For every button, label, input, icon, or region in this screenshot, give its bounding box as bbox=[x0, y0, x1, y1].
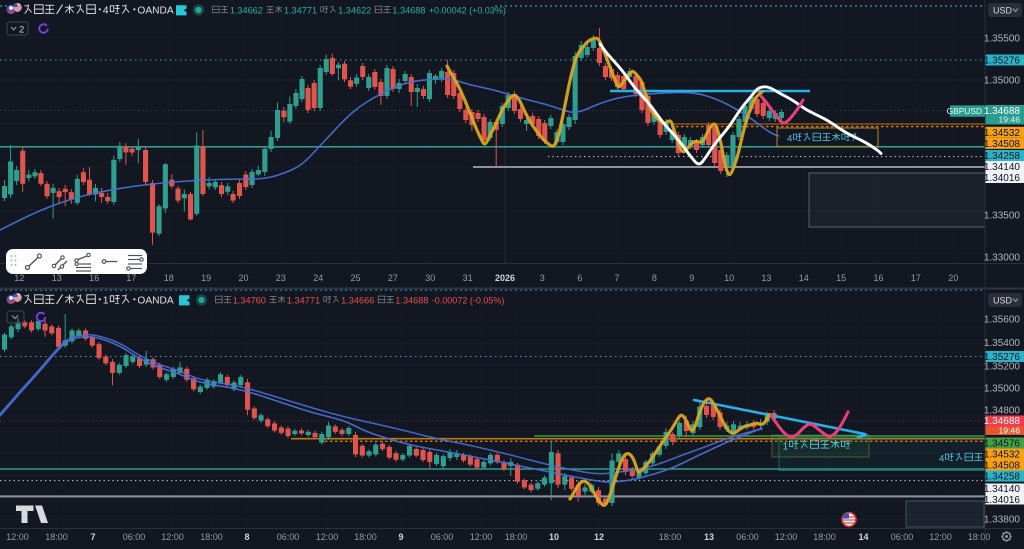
svg-text:1: 1 bbox=[103, 295, 109, 307]
svg-text:27: 27 bbox=[388, 273, 398, 283]
svg-text:18: 18 bbox=[164, 273, 174, 283]
svg-text:12: 12 bbox=[594, 532, 604, 542]
svg-text:1.34508: 1.34508 bbox=[984, 139, 1021, 150]
svg-text:16: 16 bbox=[873, 273, 883, 283]
svg-text:USD: USD bbox=[993, 296, 1013, 306]
svg-text:06:00: 06:00 bbox=[736, 532, 759, 542]
svg-text:14: 14 bbox=[858, 532, 868, 542]
svg-text:1.34140: 1.34140 bbox=[984, 484, 1021, 495]
svg-text:06:00: 06:00 bbox=[123, 532, 146, 542]
svg-text:1.34532: 1.34532 bbox=[984, 128, 1021, 139]
svg-text:10: 10 bbox=[724, 273, 734, 283]
svg-text:31: 31 bbox=[463, 273, 473, 283]
svg-text:1: 1 bbox=[783, 441, 789, 452]
svg-text:18:00: 18:00 bbox=[813, 532, 836, 542]
svg-text:14: 14 bbox=[799, 273, 809, 283]
svg-text:19: 19 bbox=[201, 273, 211, 283]
svg-text:15: 15 bbox=[836, 273, 846, 283]
svg-text:+0.00042 (+0.03%): +0.00042 (+0.03%) bbox=[429, 5, 506, 15]
svg-text:18:00: 18:00 bbox=[505, 532, 528, 542]
svg-text:OANDA: OANDA bbox=[137, 6, 173, 17]
svg-text:18:00: 18:00 bbox=[968, 532, 991, 542]
svg-text:7: 7 bbox=[614, 273, 619, 283]
svg-text:1.34508: 1.34508 bbox=[984, 461, 1021, 472]
svg-text:1.34688: 1.34688 bbox=[392, 5, 425, 15]
svg-text:19:46: 19:46 bbox=[998, 425, 1020, 435]
svg-text:-0.00072 (-0.05%): -0.00072 (-0.05%) bbox=[432, 295, 505, 305]
svg-text:18:00: 18:00 bbox=[354, 532, 377, 542]
svg-text:1.35276: 1.35276 bbox=[984, 352, 1021, 363]
svg-text:6: 6 bbox=[577, 273, 582, 283]
svg-text:30: 30 bbox=[425, 273, 435, 283]
svg-text:19:46: 19:46 bbox=[998, 115, 1020, 125]
svg-text:18:00: 18:00 bbox=[45, 532, 68, 542]
svg-text:12:00: 12:00 bbox=[316, 532, 339, 542]
svg-text:17: 17 bbox=[911, 273, 921, 283]
svg-text:1.35000: 1.35000 bbox=[984, 76, 1021, 87]
svg-text:06:00: 06:00 bbox=[431, 532, 454, 542]
svg-text:12:00: 12:00 bbox=[161, 532, 184, 542]
svg-text:13: 13 bbox=[761, 273, 771, 283]
svg-text:1.35500: 1.35500 bbox=[984, 34, 1021, 45]
svg-text:1.34622: 1.34622 bbox=[338, 5, 371, 15]
svg-text:1.35600: 1.35600 bbox=[984, 315, 1021, 326]
svg-text:8: 8 bbox=[244, 532, 249, 542]
svg-text:1.34662: 1.34662 bbox=[230, 5, 263, 15]
svg-text:20: 20 bbox=[948, 273, 958, 283]
svg-text:1.34666: 1.34666 bbox=[341, 295, 374, 305]
svg-text:1.34258: 1.34258 bbox=[984, 472, 1021, 483]
svg-text:12: 12 bbox=[14, 273, 24, 283]
svg-text:9: 9 bbox=[689, 273, 694, 283]
svg-text:OANDA: OANDA bbox=[137, 296, 173, 307]
svg-text:16: 16 bbox=[89, 273, 99, 283]
svg-text:9: 9 bbox=[398, 532, 403, 542]
svg-text:24: 24 bbox=[313, 273, 323, 283]
svg-text:1.34016: 1.34016 bbox=[984, 495, 1021, 506]
svg-text:1.33000: 1.33000 bbox=[984, 253, 1021, 264]
svg-text:18:00: 18:00 bbox=[200, 532, 223, 542]
svg-text:25: 25 bbox=[350, 273, 360, 283]
svg-text:1.35000: 1.35000 bbox=[984, 384, 1021, 395]
svg-text:1.34532: 1.34532 bbox=[984, 450, 1021, 461]
svg-text:4: 4 bbox=[787, 134, 792, 145]
svg-text:1.34771: 1.34771 bbox=[287, 295, 320, 305]
svg-text:1.35276: 1.35276 bbox=[984, 56, 1021, 67]
svg-text:2: 2 bbox=[19, 24, 24, 35]
svg-text:1.34760: 1.34760 bbox=[233, 295, 266, 305]
svg-text:17: 17 bbox=[126, 273, 136, 283]
svg-text:12:00: 12:00 bbox=[929, 532, 952, 542]
svg-text:12:00: 12:00 bbox=[6, 532, 29, 542]
svg-text:1.34576: 1.34576 bbox=[984, 439, 1021, 450]
svg-text:4: 4 bbox=[939, 454, 944, 465]
svg-text:1.35200: 1.35200 bbox=[984, 362, 1021, 373]
svg-text:2026: 2026 bbox=[495, 273, 515, 283]
svg-text:1.34800: 1.34800 bbox=[984, 406, 1021, 417]
svg-text:1.33800: 1.33800 bbox=[984, 515, 1021, 526]
svg-text:20: 20 bbox=[238, 273, 248, 283]
svg-text:8: 8 bbox=[652, 273, 657, 283]
svg-text:10: 10 bbox=[549, 532, 559, 542]
svg-text:18:00: 18:00 bbox=[659, 532, 682, 542]
svg-text:GBPUSD: GBPUSD bbox=[947, 106, 982, 116]
svg-text:1.34140: 1.34140 bbox=[984, 162, 1021, 173]
svg-text:13: 13 bbox=[704, 532, 714, 542]
svg-text:1.34258: 1.34258 bbox=[984, 151, 1021, 162]
svg-text:4: 4 bbox=[103, 5, 109, 17]
svg-text:12:00: 12:00 bbox=[775, 532, 798, 542]
svg-text:1.34016: 1.34016 bbox=[984, 173, 1021, 184]
svg-text:1.34688: 1.34688 bbox=[395, 295, 428, 305]
svg-text:06:00: 06:00 bbox=[891, 532, 914, 542]
svg-text:7: 7 bbox=[90, 532, 95, 542]
svg-text:USD: USD bbox=[993, 6, 1013, 16]
svg-text:06:00: 06:00 bbox=[277, 532, 300, 542]
svg-text:12:00: 12:00 bbox=[470, 532, 493, 542]
svg-text:1.35400: 1.35400 bbox=[984, 338, 1021, 349]
svg-text:1.33500: 1.33500 bbox=[984, 211, 1021, 222]
svg-text:1.34771: 1.34771 bbox=[284, 5, 317, 15]
svg-text:23: 23 bbox=[276, 273, 286, 283]
svg-text:3: 3 bbox=[540, 273, 545, 283]
svg-text:13: 13 bbox=[52, 273, 62, 283]
